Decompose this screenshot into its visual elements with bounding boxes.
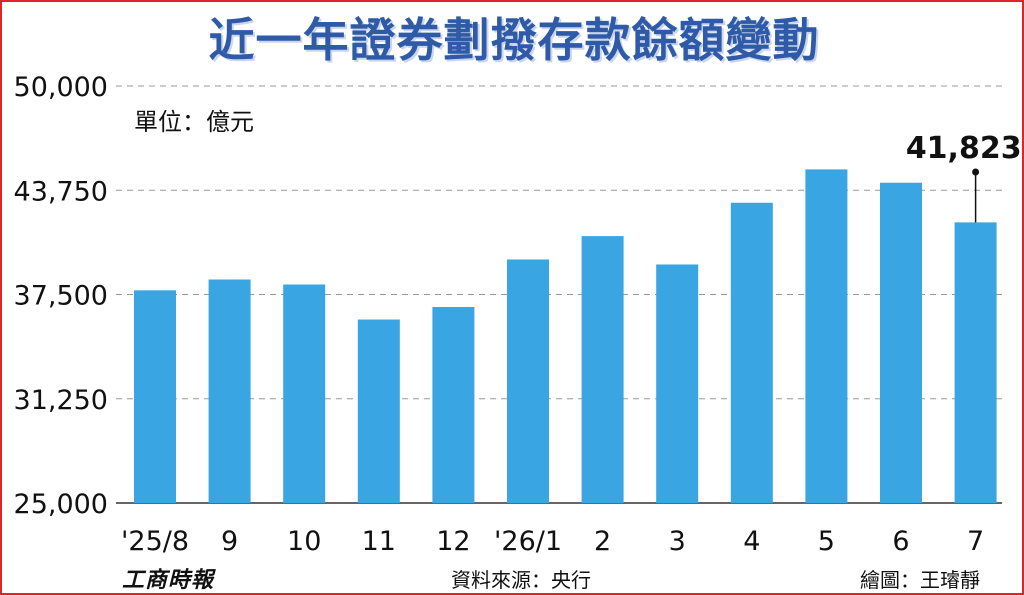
y-tick-label: 37,500 (14, 281, 108, 312)
x-tick-label: 10 (287, 526, 321, 557)
x-tick-label: 7 (967, 526, 984, 557)
x-tick-label: 9 (221, 526, 238, 557)
x-tick-label: '25/8 (121, 526, 189, 557)
bar (507, 259, 549, 503)
source-note: 資料來源：央行 (451, 568, 591, 592)
callout-dot (972, 168, 980, 176)
bar (134, 290, 176, 503)
bar (283, 284, 326, 503)
chart-title: 近一年證券劃撥存款餘額變動 (208, 13, 820, 67)
y-tick-label: 50,000 (14, 72, 108, 103)
x-tick-label: 11 (362, 526, 396, 557)
unit-label: 單位：億元 (134, 108, 254, 136)
bar (730, 202, 773, 503)
y-tick-label: 31,250 (14, 385, 108, 416)
bar (432, 307, 475, 503)
x-tick-label: 12 (436, 526, 470, 557)
x-tick-label: 6 (892, 526, 909, 557)
bar (954, 222, 997, 503)
bar (357, 319, 400, 503)
callout-label: 41,823 (906, 131, 1022, 166)
bar (805, 169, 848, 503)
x-tick-label: 3 (669, 526, 686, 557)
bar (581, 236, 624, 503)
x-tick-label: '26/1 (494, 526, 562, 557)
brand-logo: 工商時報 (122, 567, 215, 593)
x-tick-label: 5 (818, 526, 835, 557)
x-tick-label: 4 (743, 526, 760, 557)
x-tick-label: 2 (594, 526, 611, 557)
bar (880, 182, 922, 503)
bar (656, 264, 699, 503)
y-tick-label: 43,750 (14, 176, 108, 207)
y-tick-label: 25,000 (14, 489, 108, 520)
credit-note: 繪圖：王璿靜 (860, 568, 980, 592)
bar (208, 279, 251, 503)
